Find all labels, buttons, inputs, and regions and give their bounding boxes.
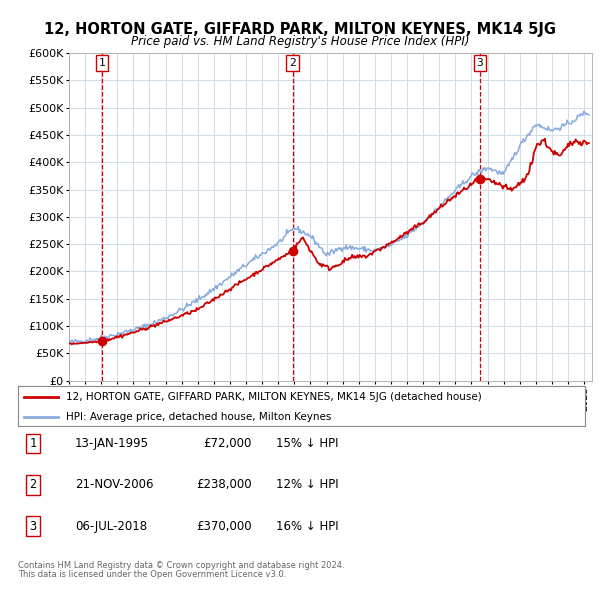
Text: 1: 1 <box>29 437 37 450</box>
Text: £238,000: £238,000 <box>196 478 252 491</box>
Text: 1: 1 <box>98 58 105 68</box>
Text: 12, HORTON GATE, GIFFARD PARK, MILTON KEYNES, MK14 5JG: 12, HORTON GATE, GIFFARD PARK, MILTON KE… <box>44 22 556 37</box>
Text: 2: 2 <box>289 58 296 68</box>
Text: 12% ↓ HPI: 12% ↓ HPI <box>276 478 338 491</box>
Text: 12, HORTON GATE, GIFFARD PARK, MILTON KEYNES, MK14 5JG (detached house): 12, HORTON GATE, GIFFARD PARK, MILTON KE… <box>66 392 482 402</box>
Text: 3: 3 <box>29 520 37 533</box>
Text: £72,000: £72,000 <box>203 437 252 450</box>
Text: This data is licensed under the Open Government Licence v3.0.: This data is licensed under the Open Gov… <box>18 570 286 579</box>
Text: Price paid vs. HM Land Registry's House Price Index (HPI): Price paid vs. HM Land Registry's House … <box>131 35 469 48</box>
Text: 15% ↓ HPI: 15% ↓ HPI <box>276 437 338 450</box>
Text: 2: 2 <box>29 478 37 491</box>
Text: Contains HM Land Registry data © Crown copyright and database right 2024.: Contains HM Land Registry data © Crown c… <box>18 560 344 569</box>
Text: 16% ↓ HPI: 16% ↓ HPI <box>276 520 338 533</box>
Text: 13-JAN-1995: 13-JAN-1995 <box>75 437 149 450</box>
Text: £370,000: £370,000 <box>196 520 252 533</box>
Text: HPI: Average price, detached house, Milton Keynes: HPI: Average price, detached house, Milt… <box>66 412 332 422</box>
Text: 21-NOV-2006: 21-NOV-2006 <box>75 478 154 491</box>
Text: 3: 3 <box>476 58 483 68</box>
Text: 06-JUL-2018: 06-JUL-2018 <box>75 520 147 533</box>
